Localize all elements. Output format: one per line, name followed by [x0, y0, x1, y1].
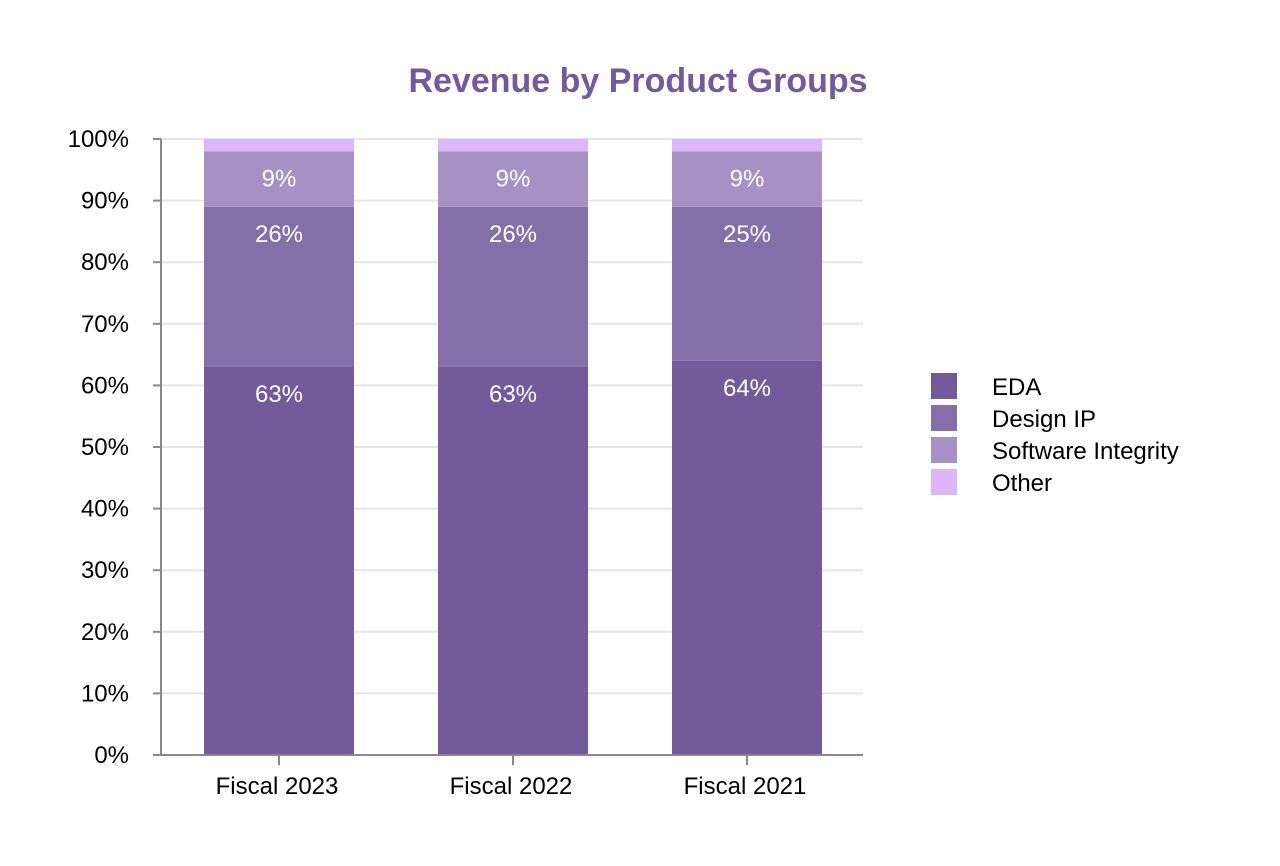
y-tick-label: 10% [81, 680, 129, 707]
legend-label: EDA [992, 374, 1041, 401]
data-label: 64% [723, 375, 771, 402]
y-tick-label: 20% [81, 619, 129, 646]
y-tick-label: 90% [81, 188, 129, 215]
x-tick-label: Fiscal 2023 [216, 773, 339, 800]
bar-segment-software-integrity [672, 151, 822, 207]
bar-segment-software-integrity [204, 151, 354, 207]
bar-segment-other [438, 139, 588, 152]
y-tick-label: 0% [94, 742, 129, 769]
y-tick-label: 70% [81, 311, 129, 338]
y-tick-label: 100% [68, 126, 129, 153]
bar-segment-eda [672, 360, 822, 755]
legend-label: Other [992, 470, 1052, 497]
bar-segment-other [672, 139, 822, 152]
y-tick-label: 60% [81, 372, 129, 399]
bar-segment-eda [438, 366, 588, 755]
data-label: 26% [489, 221, 537, 248]
data-labels: 63% 26% 9% 63% 26% 9% 64% 25% 9% [255, 165, 771, 408]
legend: EDA Design IP Software Integrity Other [931, 373, 1179, 497]
legend-swatch [931, 373, 957, 399]
x-tick-label: Fiscal 2021 [684, 773, 807, 800]
data-label: 26% [255, 221, 303, 248]
data-label: 63% [255, 381, 303, 408]
bars [204, 139, 822, 755]
axes: 0% 10% 20% 30% 40% 50% 60% 70% 80% 90% 100% Fiscal … [68, 126, 863, 800]
data-label: 9% [496, 165, 531, 192]
data-label: 25% [723, 221, 771, 248]
bar-segment-design-ip [672, 206, 822, 361]
legend-label: Software Integrity [992, 438, 1179, 465]
legend-swatch [931, 437, 957, 463]
bar-segment-software-integrity [438, 151, 588, 207]
chart-title: Revenue by Product Groups [408, 62, 867, 100]
x-tick-label: Fiscal 2022 [450, 773, 573, 800]
legend-swatch [931, 469, 957, 495]
y-tick-label: 30% [81, 557, 129, 584]
y-tick-label: 50% [81, 434, 129, 461]
legend-label: Design IP [992, 406, 1096, 433]
y-tick-label: 80% [81, 249, 129, 276]
bar-segment-other [204, 139, 354, 152]
bar-segment-eda [204, 366, 354, 755]
data-label: 9% [262, 165, 297, 192]
data-label: 9% [730, 165, 765, 192]
bar-segment-design-ip [204, 206, 354, 367]
y-tick-label: 40% [81, 496, 129, 523]
bar-segment-design-ip [438, 206, 588, 367]
data-label: 63% [489, 381, 537, 408]
legend-swatch [931, 405, 957, 431]
